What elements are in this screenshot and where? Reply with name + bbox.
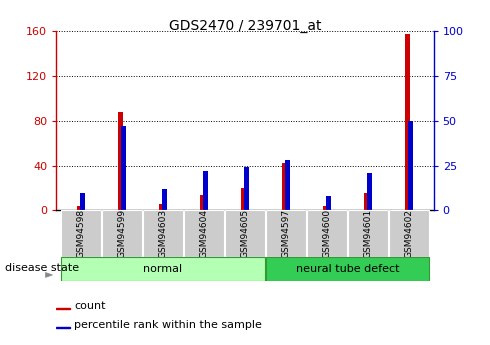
- Text: GSM94598: GSM94598: [76, 209, 85, 258]
- Bar: [323, 206, 328, 210]
- Bar: [408, 121, 413, 210]
- FancyBboxPatch shape: [307, 210, 347, 257]
- Bar: [326, 196, 331, 210]
- Bar: [159, 204, 164, 210]
- FancyBboxPatch shape: [143, 210, 183, 257]
- Text: neural tube defect: neural tube defect: [296, 264, 399, 274]
- Bar: [364, 193, 369, 210]
- Bar: [367, 173, 372, 210]
- FancyBboxPatch shape: [267, 210, 306, 257]
- Text: GSM94603: GSM94603: [158, 209, 168, 258]
- Text: GDS2470 / 239701_at: GDS2470 / 239701_at: [169, 19, 321, 33]
- Text: GSM94602: GSM94602: [405, 209, 414, 258]
- FancyBboxPatch shape: [102, 210, 142, 257]
- Text: GSM94599: GSM94599: [118, 209, 126, 258]
- Bar: [56, 308, 70, 309]
- Text: GSM94601: GSM94601: [364, 209, 372, 258]
- FancyBboxPatch shape: [61, 210, 100, 257]
- Bar: [282, 163, 287, 210]
- Polygon shape: [46, 273, 52, 277]
- Bar: [162, 189, 167, 210]
- FancyBboxPatch shape: [184, 210, 223, 257]
- Text: GSM94605: GSM94605: [241, 209, 249, 258]
- FancyBboxPatch shape: [348, 210, 388, 257]
- Bar: [61, 257, 265, 281]
- Bar: [56, 327, 70, 328]
- Bar: [121, 126, 126, 210]
- Bar: [266, 257, 429, 281]
- Text: GSM94597: GSM94597: [282, 209, 291, 258]
- Bar: [200, 195, 205, 210]
- Text: percentile rank within the sample: percentile rank within the sample: [74, 320, 262, 330]
- Bar: [203, 171, 208, 210]
- Text: GSM94604: GSM94604: [199, 209, 208, 258]
- Text: normal: normal: [144, 264, 183, 274]
- Bar: [405, 34, 410, 210]
- Text: GSM94600: GSM94600: [322, 209, 332, 258]
- Bar: [241, 188, 246, 210]
- Text: disease state: disease state: [5, 264, 79, 273]
- Bar: [244, 167, 249, 210]
- FancyBboxPatch shape: [225, 210, 265, 257]
- Bar: [77, 206, 82, 210]
- Bar: [118, 112, 123, 210]
- Bar: [285, 160, 290, 210]
- Text: count: count: [74, 301, 105, 311]
- Bar: [80, 193, 85, 210]
- FancyBboxPatch shape: [390, 210, 429, 257]
